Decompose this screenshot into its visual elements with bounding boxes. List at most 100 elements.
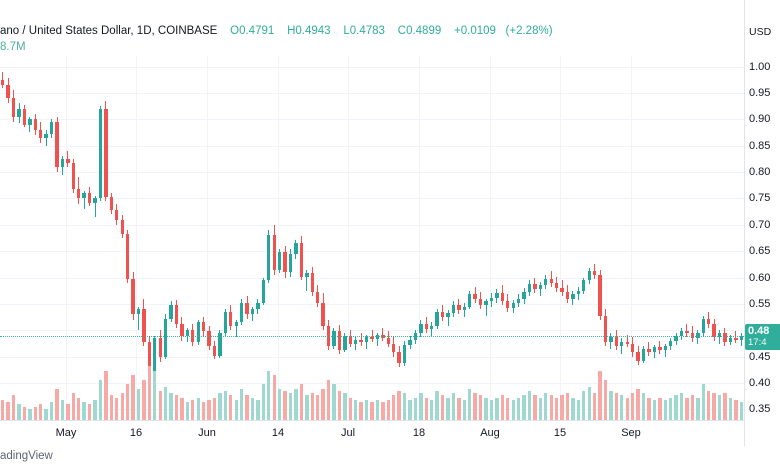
candle-body	[560, 288, 564, 293]
price-gridline	[0, 92, 744, 94]
price-axis-tick: 0.45	[749, 350, 771, 363]
volume-bar	[120, 393, 124, 420]
volume-bar	[326, 379, 331, 420]
volume-bar	[332, 384, 336, 420]
volume-bar	[93, 399, 97, 420]
volume-bar	[316, 395, 320, 420]
price-axis-tick: 0.55	[749, 297, 771, 310]
candle-body	[408, 339, 412, 346]
price-axis-tick: 0.70	[749, 218, 771, 231]
volume-bar	[104, 370, 108, 420]
candle-body	[386, 337, 390, 344]
candle-body	[299, 243, 304, 277]
candle-body	[723, 332, 727, 342]
volume-bar	[451, 393, 456, 420]
volume-bar	[462, 399, 466, 420]
price-gridline	[0, 172, 744, 174]
candle-body	[17, 108, 21, 117]
volume-bar	[22, 406, 27, 420]
volume-bar	[337, 391, 342, 420]
price-axis-tick: 0.60	[749, 271, 771, 284]
price-axis-tick: 0.40	[749, 377, 771, 390]
volume-pane[interactable]	[0, 358, 744, 420]
volume-bar	[674, 395, 678, 420]
volume-bar	[598, 370, 602, 420]
volume-bar	[55, 388, 59, 420]
price-axis[interactable]: USD 1.00 0.95 0.90 0.85 0.80 0.75 0.70 0.65 0.60…	[744, 0, 780, 446]
volume-bar	[196, 397, 200, 420]
candle-body	[28, 119, 32, 125]
candle-body	[294, 243, 298, 254]
volume-bar	[402, 393, 407, 420]
candle-body	[66, 158, 70, 163]
volume-bar	[554, 397, 559, 420]
candle-body	[82, 193, 86, 199]
candle-body	[207, 331, 211, 347]
time-gridline	[631, 358, 632, 420]
time-axis[interactable]: May 16 Jun 14 Jul 18 Aug 15 Sep	[0, 420, 744, 447]
volume-bar	[158, 391, 162, 420]
candle-body	[180, 323, 184, 336]
volume-bar	[435, 391, 439, 420]
low-label: L	[343, 25, 350, 37]
volume-bar	[663, 399, 667, 420]
time-axis-tick: 18	[412, 427, 426, 439]
candle-body	[451, 304, 456, 314]
candle-body	[288, 253, 293, 273]
current-price-badge[interactable]: 0.48 17:4	[745, 323, 780, 350]
change-value: +0.0109	[454, 25, 496, 37]
volume-bar	[430, 399, 434, 420]
candle-body	[544, 278, 548, 286]
candle-body	[652, 347, 657, 353]
volume-bar	[109, 395, 113, 420]
candle-body	[690, 332, 695, 339]
candle-wick	[382, 327, 384, 341]
candle-body	[392, 343, 396, 353]
candle-body	[641, 348, 646, 361]
volume-bar	[169, 393, 173, 420]
candle-body	[658, 347, 662, 351]
volume-bar	[440, 395, 445, 420]
volume-bar	[500, 395, 504, 420]
candle-body	[44, 134, 48, 138]
volume-bar	[125, 384, 130, 420]
candle-body	[272, 235, 276, 270]
volume-bar	[544, 393, 548, 420]
volume-bar	[397, 391, 401, 420]
time-gridline	[560, 358, 561, 420]
candle-body	[332, 331, 336, 347]
symbol-title[interactable]: ano / United States Dollar, 1D, COINBASE	[0, 25, 218, 37]
volume-bar	[305, 395, 309, 420]
low-value: 0.4783	[349, 25, 385, 37]
volume-bar	[408, 399, 412, 420]
volume-bar	[381, 402, 385, 420]
candle-body	[49, 121, 54, 135]
candle-body	[169, 304, 173, 319]
candle-body	[538, 285, 543, 290]
volume-bar	[359, 402, 363, 420]
volume-bar	[495, 397, 499, 420]
candle-wick	[83, 190, 85, 209]
candle-body	[734, 337, 738, 340]
volume-bar	[424, 397, 428, 420]
volume-bar	[33, 406, 37, 420]
candle-wick	[626, 334, 628, 348]
volume-bar	[66, 404, 70, 420]
candle-body	[402, 345, 407, 363]
candle-body	[321, 302, 325, 327]
candle-body	[636, 352, 640, 361]
time-axis-tick: 15	[553, 427, 567, 439]
candle-body	[478, 298, 483, 305]
candle-wick	[648, 341, 650, 356]
candle-body	[712, 323, 716, 337]
time-gridline	[136, 56, 137, 420]
price-axis-tick: 1.00	[749, 60, 771, 73]
volume-bar	[115, 397, 119, 420]
candle-body	[549, 278, 553, 283]
volume-bar	[82, 402, 86, 420]
candle-body	[603, 315, 608, 342]
price-gridline	[0, 356, 744, 358]
candle-body	[77, 188, 81, 199]
volume-bar	[549, 395, 553, 420]
